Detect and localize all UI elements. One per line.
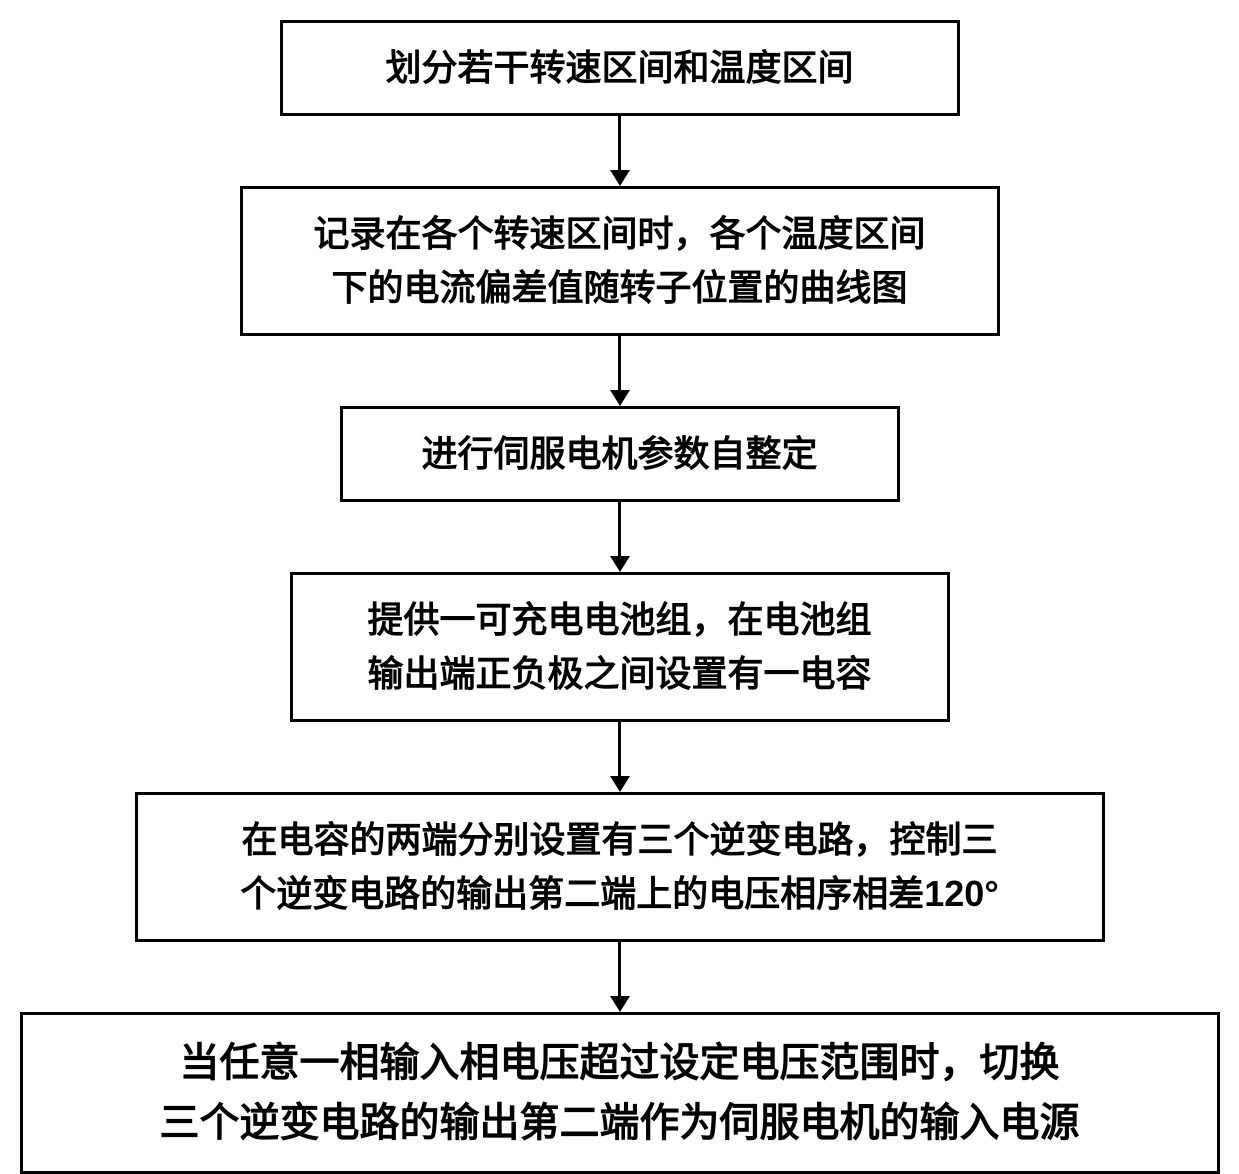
connector-2 [610, 336, 630, 406]
text-line: 记录在各个转速区间时，各个温度区间 [313, 213, 925, 254]
flow-step-2: 记录在各个转速区间时，各个温度区间 下的电流偏差值随转子位置的曲线图 [240, 186, 1000, 336]
arrow-icon [610, 996, 630, 1012]
arrow-icon [610, 776, 630, 792]
connector-1 [610, 116, 630, 186]
text-line: 划分若干转速区间和温度区间 [385, 47, 853, 88]
connector-line [618, 116, 621, 171]
flow-step-3-text: 进行伺服电机参数自整定 [421, 427, 817, 481]
text-line: 输出端正负极之间设置有一电容 [367, 653, 871, 694]
text-line: 个逆变电路的输出第二端上的电压相序相差120° [240, 873, 998, 914]
connector-5 [610, 942, 630, 1012]
connector-4 [610, 722, 630, 792]
flow-step-1-text: 划分若干转速区间和温度区间 [385, 41, 853, 95]
flow-step-5: 在电容的两端分别设置有三个逆变电路，控制三 个逆变电路的输出第二端上的电压相序相… [135, 792, 1105, 942]
flow-step-1: 划分若干转速区间和温度区间 [280, 20, 960, 116]
arrow-icon [610, 390, 630, 406]
arrow-icon [610, 556, 630, 572]
text-line: 在电容的两端分别设置有三个逆变电路，控制三 [241, 819, 997, 860]
arrow-icon [610, 170, 630, 186]
flow-step-6-text: 当任意一相输入相电压超过设定电压范围时，切换 三个逆变电路的输出第二端作为伺服电… [160, 1033, 1080, 1153]
flowchart-container: 划分若干转速区间和温度区间 记录在各个转速区间时，各个温度区间 下的电流偏差值随… [0, 20, 1239, 1174]
flow-step-6: 当任意一相输入相电压超过设定电压范围时，切换 三个逆变电路的输出第二端作为伺服电… [20, 1012, 1220, 1174]
flow-step-3: 进行伺服电机参数自整定 [340, 406, 900, 502]
text-line: 当任意一相输入相电压超过设定电压范围时，切换 [180, 1041, 1060, 1085]
text-line: 进行伺服电机参数自整定 [421, 433, 817, 474]
connector-line [618, 722, 621, 777]
text-line: 提供一可充电电池组，在电池组 [367, 599, 871, 640]
connector-line [618, 336, 621, 391]
connector-3 [610, 502, 630, 572]
flow-step-4-text: 提供一可充电电池组，在电池组 输出端正负极之间设置有一电容 [367, 593, 871, 701]
flow-step-5-text: 在电容的两端分别设置有三个逆变电路，控制三 个逆变电路的输出第二端上的电压相序相… [240, 813, 998, 921]
text-line: 下的电流偏差值随转子位置的曲线图 [331, 267, 907, 308]
flow-step-4: 提供一可充电电池组，在电池组 输出端正负极之间设置有一电容 [290, 572, 950, 722]
connector-line [618, 502, 621, 557]
connector-line [618, 942, 621, 997]
text-line: 三个逆变电路的输出第二端作为伺服电机的输入电源 [160, 1101, 1080, 1145]
flow-step-2-text: 记录在各个转速区间时，各个温度区间 下的电流偏差值随转子位置的曲线图 [313, 207, 925, 315]
